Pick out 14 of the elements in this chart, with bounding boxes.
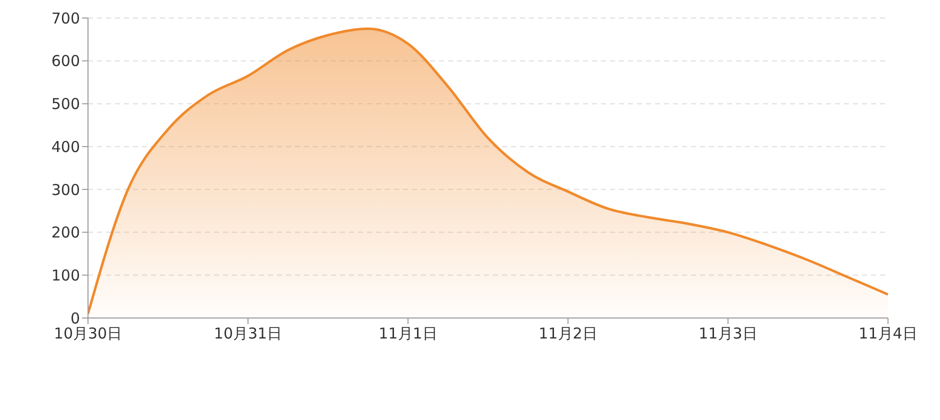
x-tick-label: 10月31日 xyxy=(214,324,282,343)
y-tick-label: 0 xyxy=(70,309,80,328)
x-tick-label: 11月1日 xyxy=(378,324,438,343)
y-tick-label: 400 xyxy=(51,138,80,156)
y-tick-label: 700 xyxy=(51,9,80,28)
x-tick-label: 10月30日 xyxy=(54,324,122,343)
y-tick-label: 100 xyxy=(51,266,80,284)
y-tick-label: 200 xyxy=(51,224,80,242)
x-tick-label: 11月2日 xyxy=(538,324,598,343)
y-tick-label: 500 xyxy=(51,95,80,114)
y-tick-label: 300 xyxy=(51,180,80,199)
x-tick-label: 11月4日 xyxy=(858,324,918,343)
y-tick-label: 600 xyxy=(51,52,80,70)
x-tick-label: 11月3日 xyxy=(698,324,758,343)
